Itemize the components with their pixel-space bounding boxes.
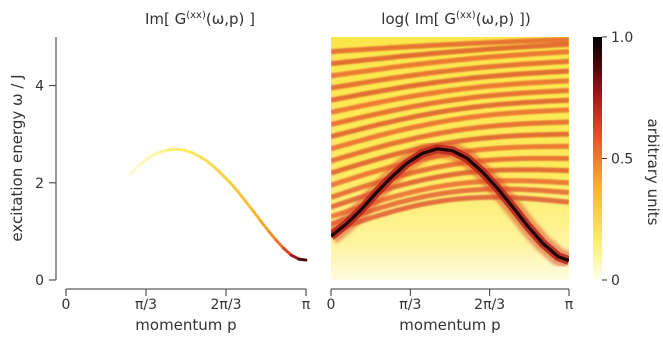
dispersion-segment	[205, 159, 217, 170]
heatmap-main-band	[331, 139, 569, 270]
colorbar: 0 0.5 1.0 arbitrary units	[593, 30, 662, 289]
right-x-tick-label: π/3	[399, 297, 421, 313]
heatmap-upper-band	[331, 41, 569, 67]
heatmap-upper-band	[331, 58, 569, 91]
dispersion-segment	[137, 157, 148, 168]
right-x-tick-label: 0	[327, 297, 336, 313]
heatmap-upper-band	[331, 119, 569, 164]
dispersion-segment	[128, 164, 141, 176]
dispersion-segment	[244, 199, 255, 213]
main-band-core	[331, 147, 569, 263]
right-x-ticks: 0 π/3 2π/3 π	[327, 289, 574, 313]
colorbar-tick-label: 0.5	[611, 152, 633, 168]
dispersion-segment	[274, 238, 286, 250]
y-axis-label: excitation energy ω / J	[8, 74, 26, 241]
dispersion-segment	[228, 181, 240, 194]
colorbar-label: arbitrary units	[644, 119, 662, 226]
dispersion-segment	[251, 209, 263, 223]
dispersion-segment	[198, 155, 209, 163]
left-x-tick-label: 0	[62, 297, 71, 313]
dispersion-segment	[259, 219, 270, 233]
colorbar-tick-label: 0	[611, 273, 620, 289]
dispersion-segment	[297, 257, 308, 262]
dispersion-segment	[144, 153, 156, 161]
left-x-tick-label: π/3	[135, 297, 157, 313]
dispersion-segment	[213, 166, 225, 177]
right-x-tick-label: 2π/3	[474, 297, 505, 313]
right-panel-title: log( Im[ G(xx)(ω,p) ])	[381, 10, 530, 28]
dispersion-segment	[282, 246, 293, 257]
left-y-tick-label: 2	[35, 176, 44, 192]
heatmap-upper-band	[331, 68, 569, 103]
dispersion-segment	[221, 173, 232, 185]
heatmap-upper-band	[331, 97, 569, 140]
colorbar-tick-label: 1.0	[611, 30, 633, 46]
left-y-ticks: 0 2 4	[35, 79, 56, 289]
right-panel: log( Im[ G(xx)(ω,p) ]) 0 π/3 2π/3 π momentu…	[327, 10, 574, 334]
right-x-axis-label: momentum p	[399, 316, 500, 334]
heatmap-upper-band	[331, 194, 569, 234]
right-x-tick-label: π	[565, 297, 574, 313]
heatmap	[331, 37, 569, 280]
heatmap-upper-band	[331, 78, 569, 115]
heatmap-upper-band	[331, 107, 569, 152]
left-panel: Im[ G(xx)(ω,p) ] 0 2 4 0 π/3 2π/3 π momentum …	[8, 10, 311, 334]
left-y-tick-label: 4	[35, 79, 44, 95]
heatmap-upper-band	[331, 49, 569, 79]
dispersion-segment	[266, 229, 278, 242]
left-y-tick-label: 0	[35, 273, 44, 289]
left-x-ticks: 0 π/3 2π/3 π	[62, 289, 311, 313]
colorbar-gradient	[593, 37, 602, 280]
left-x-axis-label: momentum p	[135, 316, 236, 334]
dispersion-segment	[236, 190, 248, 203]
left-x-tick-label: 2π/3	[211, 297, 242, 313]
colorbar-ticks: 0 0.5 1.0	[602, 30, 633, 289]
left-panel-title: Im[ G(xx)(ω,p) ]	[145, 10, 255, 28]
heatmap-upper-band	[331, 88, 569, 127]
heatmap-upper-band	[331, 37, 569, 55]
heatmap-upper-band	[331, 155, 569, 200]
dispersion-curve	[128, 147, 308, 262]
left-x-tick-label: π	[302, 297, 311, 313]
